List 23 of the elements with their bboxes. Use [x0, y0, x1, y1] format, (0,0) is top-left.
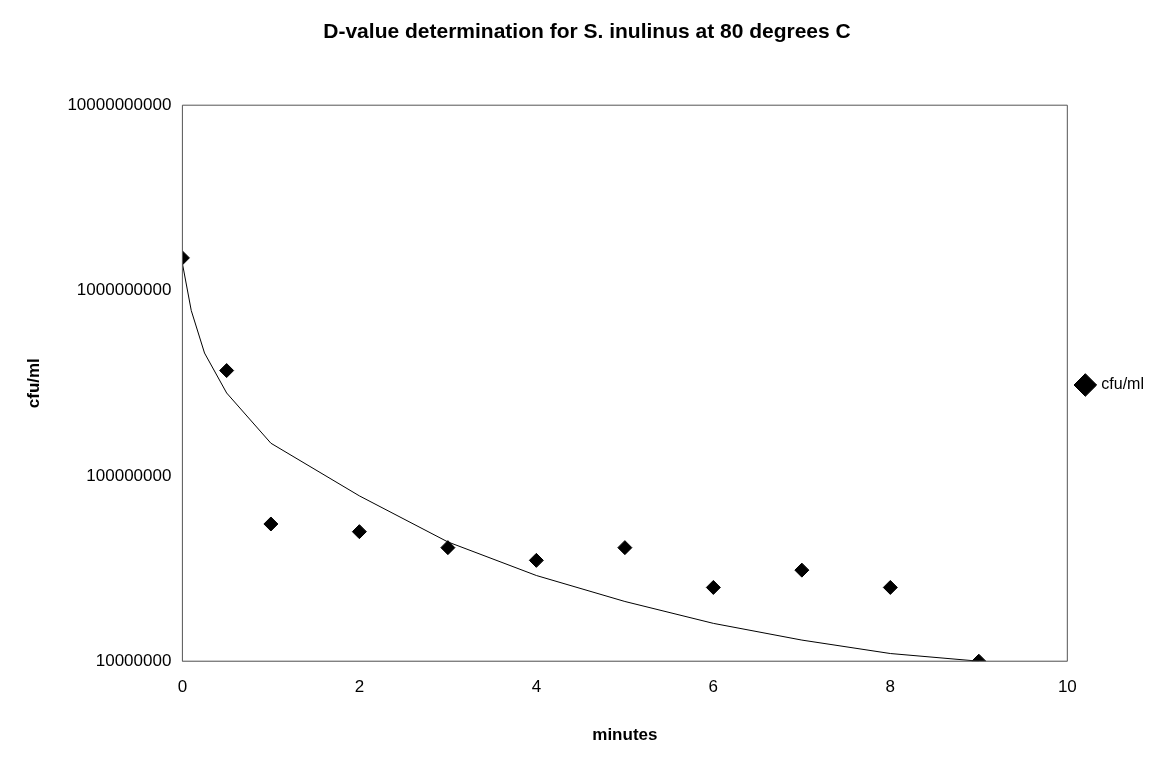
y-tick-label: 100000000	[86, 465, 172, 485]
point	[351, 524, 367, 540]
x-axis-title: minutes	[592, 725, 658, 745]
x-tick-label: 10	[1057, 677, 1077, 697]
y-tick-label: 1000000000	[76, 280, 172, 300]
legend-label: cfu/ml	[1101, 375, 1144, 393]
x-tick-label: 4	[531, 677, 542, 697]
x-tick-label: 8	[885, 677, 896, 697]
point	[219, 363, 235, 379]
y-tick-label: 10000000000	[67, 94, 172, 114]
x-tick-label: 6	[708, 677, 719, 697]
y-tick-label: 10000000	[95, 650, 172, 670]
point	[263, 516, 279, 532]
x-tick-label: 0	[177, 677, 188, 697]
point	[528, 552, 544, 568]
chart-title: D-value determination for S. inulinus at 80 degrees C	[323, 19, 851, 43]
point	[440, 540, 456, 556]
y-axis-title: cfu/ml	[23, 358, 43, 409]
point	[705, 579, 721, 595]
point	[617, 540, 633, 556]
x-tick-label: 2	[354, 677, 365, 697]
point	[794, 562, 810, 578]
point	[882, 579, 898, 595]
